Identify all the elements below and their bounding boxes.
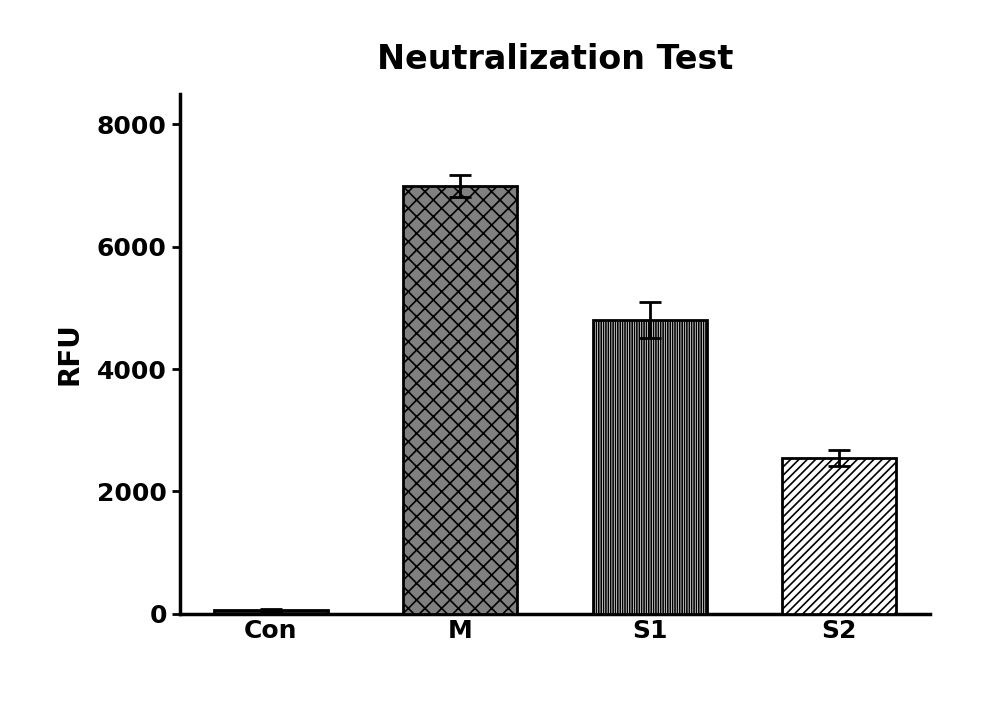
Bar — [593, 320, 707, 614]
Bar — [782, 458, 896, 614]
Bar — [214, 610, 328, 614]
Y-axis label: RFU: RFU — [55, 323, 83, 385]
Title: Neutralization Test: Neutralization Test — [377, 43, 733, 76]
Bar — [403, 186, 517, 614]
